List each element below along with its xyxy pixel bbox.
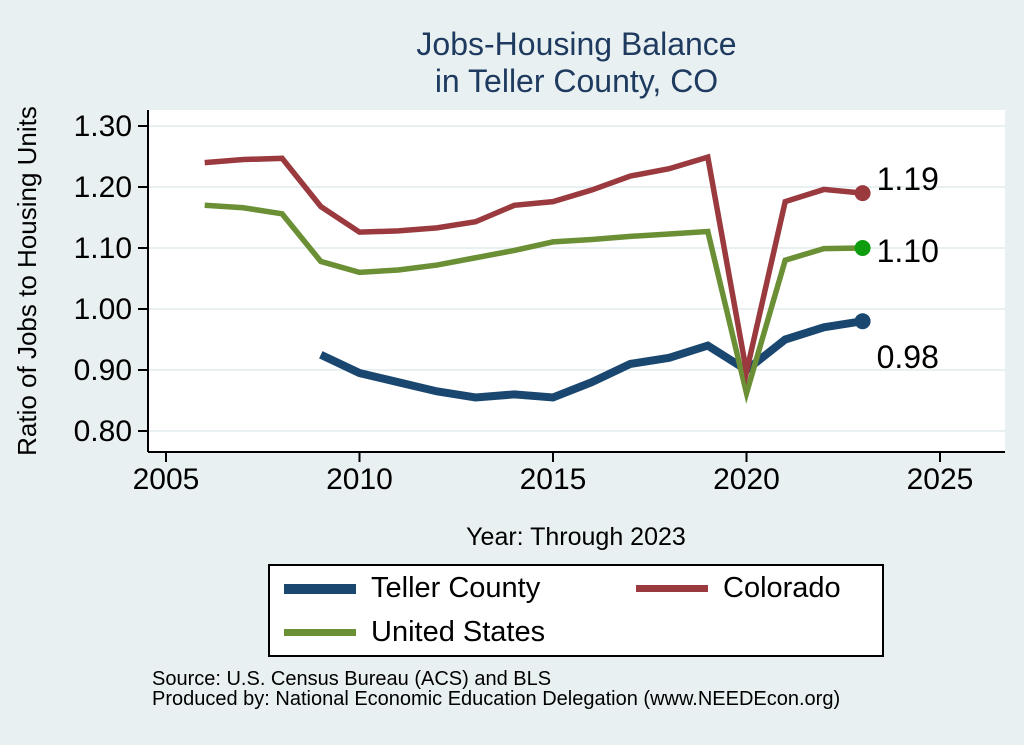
series-line-colorado xyxy=(204,153,863,386)
legend-item-teller-county: Teller County xyxy=(284,570,636,608)
legend-item-united-states: United States xyxy=(284,614,636,652)
x-tick-label: 2025 xyxy=(907,463,974,496)
legend-swatch-united-states xyxy=(284,629,356,636)
y-tick-label: 1.10 xyxy=(74,232,132,265)
y-axis-title: Ratio of Jobs to Housing Units xyxy=(12,106,42,456)
legend-label-united-states: United States xyxy=(371,616,546,648)
source-note: Source: U.S. Census Bureau (ACS) and BLS… xyxy=(152,669,840,709)
chart-title-line2: in Teller County, CO xyxy=(434,63,719,99)
x-tick-label: 2005 xyxy=(133,463,200,496)
series-line-united-states xyxy=(204,202,863,404)
end-marker-colorado xyxy=(854,185,871,202)
chart-title: Jobs-Housing Balance in Teller County, C… xyxy=(148,26,1005,100)
y-tick-label: 1.00 xyxy=(74,293,132,326)
legend-label-colorado: Colorado xyxy=(723,572,841,604)
end-value-label-colorado: 1.19 xyxy=(877,161,939,197)
x-tick-label: 2020 xyxy=(713,463,780,496)
end-marker-united-states xyxy=(854,240,871,256)
chart-title-line1: Jobs-Housing Balance xyxy=(416,26,737,62)
y-tick-label: 0.90 xyxy=(74,354,132,387)
end-value-label-united-states: 1.10 xyxy=(877,233,939,269)
end-marker-teller-county xyxy=(854,313,871,330)
legend-label-teller-county: Teller County xyxy=(371,572,541,604)
legend-item-colorado: Colorado xyxy=(636,570,882,608)
y-tick-label: 0.80 xyxy=(74,415,132,448)
y-tick-label: 1.30 xyxy=(74,110,132,143)
legend-swatch-teller-county xyxy=(284,583,356,594)
x-tick-label: 2015 xyxy=(520,463,587,496)
x-axis-title: Year: Through 2023 xyxy=(466,523,686,551)
series-line-teller-county xyxy=(319,317,864,402)
legend-swatch-colorado xyxy=(636,585,708,592)
x-tick-label: 2010 xyxy=(326,463,393,496)
source-line: Source: U.S. Census Bureau (ACS) and BLS xyxy=(152,668,552,690)
y-tick-label: 1.20 xyxy=(74,171,132,204)
chart-legend: Teller County Colorado United States xyxy=(268,564,884,657)
end-value-label-teller-county: 0.98 xyxy=(877,339,939,375)
produced-by-line: Produced by: National Economic Education… xyxy=(152,688,841,710)
